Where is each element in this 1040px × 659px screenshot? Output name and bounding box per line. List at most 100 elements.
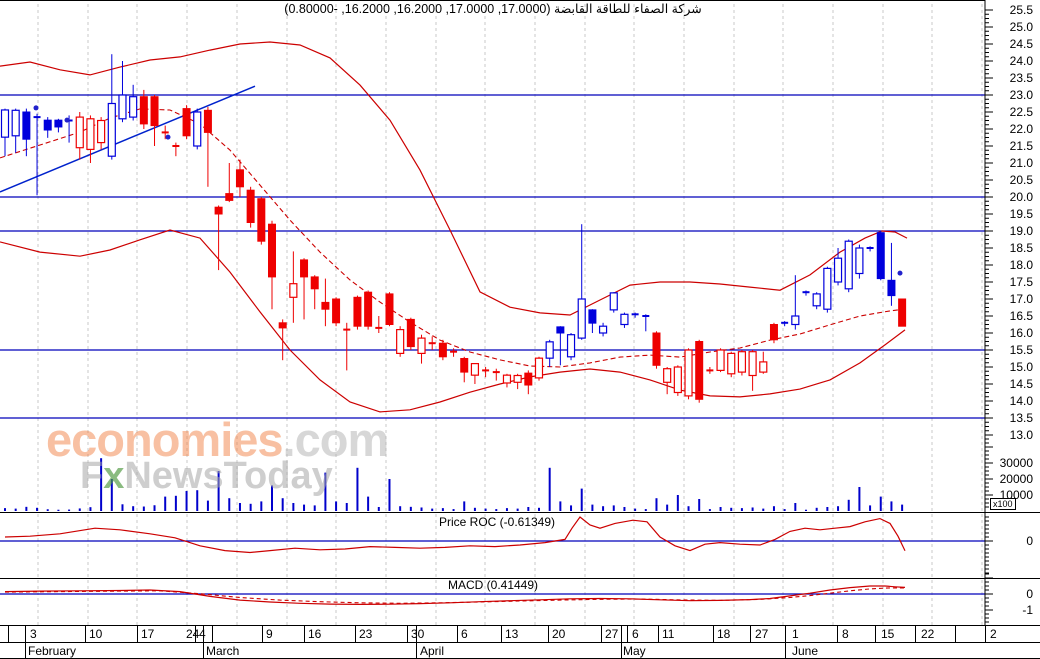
volume-multiplier-badge: x100 <box>990 498 1016 510</box>
date-day-label: 13 <box>505 627 519 641</box>
candle <box>737 350 747 376</box>
candle <box>802 290 810 296</box>
price-tick-label: 16.0 <box>1010 326 1034 340</box>
price-tick-label: 17.5 <box>1010 275 1034 289</box>
price-tick-label: 15.0 <box>1010 360 1034 374</box>
candle <box>97 117 106 150</box>
candle <box>556 326 565 366</box>
macd-signal-line <box>4 587 905 604</box>
candle <box>150 95 159 146</box>
watermark-fxnewstoday: FxNewsToday <box>80 455 333 498</box>
date-day-label: 30 <box>411 627 425 641</box>
date-day-label: 24 <box>186 627 200 641</box>
candle <box>332 297 341 327</box>
price-tick-label: 25.0 <box>1010 20 1034 34</box>
price-tick-label: 21.5 <box>1010 139 1034 153</box>
bollinger-upper <box>0 41 908 316</box>
date-day-label: 11 <box>662 627 675 641</box>
candle <box>353 295 362 330</box>
dot-marker <box>165 134 171 140</box>
candle <box>620 312 629 328</box>
candle <box>513 373 522 390</box>
candle <box>246 186 255 228</box>
date-day-label: 10 <box>89 627 103 641</box>
candle <box>492 368 500 381</box>
roc-line <box>4 516 906 554</box>
dot-marker <box>64 117 70 123</box>
roc-tick-label: 0 <box>1026 534 1033 548</box>
candle <box>673 365 682 396</box>
candle <box>887 242 896 306</box>
roc-panel <box>0 516 985 554</box>
candle <box>257 197 266 245</box>
price-tick-label: 19.5 <box>1010 207 1034 221</box>
candle <box>214 205 223 271</box>
date-axis: 3 10 17 24 4 9 16 23 30 6 13 20 27 6 11 18 27 1 8 15 22 2Febr… <box>8 625 997 659</box>
candle <box>684 348 693 400</box>
candle <box>482 367 490 378</box>
candle <box>534 356 544 381</box>
candle <box>193 108 202 150</box>
candle <box>450 348 458 357</box>
price-tick-label: 15.5 <box>1010 343 1034 357</box>
price-tick-label: 20.5 <box>1010 173 1034 187</box>
date-month-label: March <box>206 644 239 658</box>
candle <box>406 317 415 350</box>
price-tick-label: 23.0 <box>1010 88 1034 102</box>
date-month-label: May <box>623 644 646 658</box>
price-tick-label: 16.5 <box>1010 309 1034 323</box>
candle <box>0 108 10 157</box>
date-day-label: 18 <box>717 627 731 641</box>
candle <box>823 266 832 313</box>
candle <box>524 370 533 395</box>
bollinger-lower <box>0 229 906 413</box>
macd-line <box>4 585 906 606</box>
candle <box>598 322 608 337</box>
candle <box>107 54 116 160</box>
candle <box>33 113 41 196</box>
date-day-label: 6 <box>461 627 468 641</box>
candle <box>396 326 405 357</box>
candle <box>203 106 212 187</box>
roc-indicator-label: Price ROC (-0.61349) <box>438 515 556 529</box>
macd-indicator-label: MACD (0.41449) <box>447 578 539 592</box>
watermark-economies: economies.com <box>46 412 390 467</box>
candle <box>300 258 309 320</box>
watermark-fx-f: F <box>80 455 104 497</box>
date-day-label: 22 <box>921 627 935 641</box>
date-day-label: 20 <box>552 627 566 641</box>
candle <box>225 163 234 203</box>
candle <box>866 246 874 252</box>
price-tick-label: 14.0 <box>1010 394 1034 408</box>
date-day-label: 2 <box>990 627 997 641</box>
candle <box>11 108 20 153</box>
price-tick-label: 22.5 <box>1010 105 1034 119</box>
roc-axis: 0 <box>984 513 1033 578</box>
candle <box>385 292 394 327</box>
price-tick-label: 22.0 <box>1010 122 1034 136</box>
date-day-label: 23 <box>359 627 373 641</box>
candle <box>844 239 853 293</box>
candle <box>716 348 725 373</box>
price-tick-label: 23.5 <box>1010 71 1034 85</box>
candle <box>706 367 714 374</box>
candle <box>876 231 885 281</box>
candle <box>428 336 436 350</box>
candles-layer <box>0 54 907 403</box>
watermark-brand-suffix: .com <box>282 413 390 466</box>
date-day-label: 27 <box>605 627 619 641</box>
watermark-fx-rest: NewsToday <box>124 455 333 497</box>
candle <box>182 105 191 140</box>
candle <box>75 112 84 160</box>
candle <box>566 333 576 361</box>
candle <box>268 220 276 310</box>
macd-panel <box>0 585 985 606</box>
date-day-label: 4 <box>199 627 206 641</box>
date-day-label: 27 <box>755 627 769 641</box>
candle <box>470 363 480 384</box>
date-day-label: 17 <box>141 627 155 641</box>
price-tick-label: 13.0 <box>1010 428 1034 442</box>
weekly-gridlines <box>37 4 983 625</box>
